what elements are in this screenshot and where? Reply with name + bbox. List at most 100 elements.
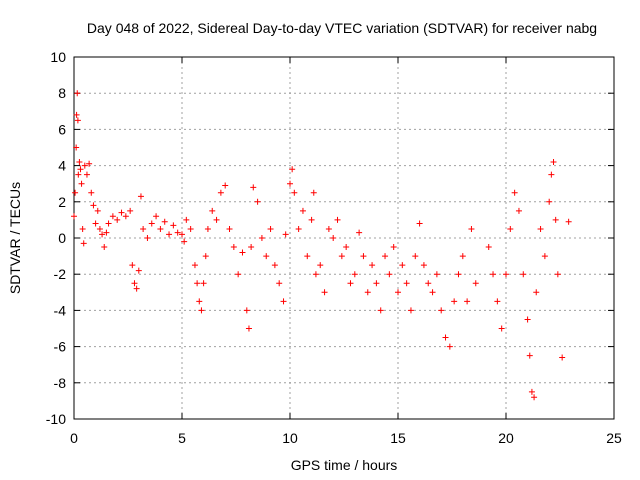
data-point (412, 253, 419, 260)
data-point (369, 262, 376, 269)
data-point (446, 343, 453, 350)
data-point (88, 189, 95, 196)
y-tick-label: -2 (54, 266, 67, 282)
data-point (321, 289, 328, 296)
data-point (140, 225, 147, 232)
data-point (245, 325, 252, 332)
data-point (347, 280, 354, 287)
data-point (373, 280, 380, 287)
x-tick-label: 0 (70, 430, 78, 446)
data-point (276, 280, 283, 287)
y-tick-label: 10 (50, 49, 66, 65)
data-point (78, 180, 85, 187)
data-point (317, 262, 324, 269)
data-point (490, 271, 497, 278)
data-point (550, 158, 557, 165)
data-point (433, 271, 440, 278)
data-point (200, 280, 207, 287)
data-point (280, 298, 287, 305)
data-point (179, 231, 185, 238)
data-point (161, 218, 168, 225)
data-point (425, 280, 432, 287)
data-point (90, 202, 97, 209)
data-point (74, 90, 81, 97)
data-point (325, 225, 332, 232)
data-point (511, 189, 518, 196)
data-point (213, 216, 220, 223)
data-point (507, 225, 514, 232)
data-point (498, 325, 505, 332)
x-tick-label: 10 (282, 430, 298, 446)
data-point (420, 262, 427, 269)
data-point (127, 207, 134, 214)
y-tick-label: -8 (54, 375, 67, 391)
data-point (191, 262, 198, 269)
data-point (524, 316, 531, 323)
data-point (546, 198, 553, 205)
data-point (81, 162, 88, 169)
data-point (92, 220, 99, 227)
data-point (73, 144, 80, 151)
y-tick-label: -6 (54, 339, 67, 355)
y-tick-label: 8 (58, 85, 66, 101)
data-point (455, 271, 462, 278)
data-point (198, 307, 205, 314)
y-tick-label: 2 (58, 194, 66, 210)
data-point (554, 271, 561, 278)
y-tick-label: -4 (54, 302, 67, 318)
data-point (170, 222, 177, 229)
data-point (386, 271, 393, 278)
data-point (295, 225, 302, 232)
data-point (144, 235, 151, 241)
data-point (526, 352, 533, 359)
data-point (101, 244, 108, 251)
data-point (181, 238, 188, 245)
data-point (308, 216, 315, 223)
x-tick-label: 25 (606, 430, 622, 446)
data-point (289, 166, 296, 173)
data-point (114, 216, 121, 223)
data-point (258, 235, 265, 241)
data-point (103, 229, 110, 236)
data-point (135, 267, 142, 274)
data-point (222, 182, 229, 189)
data-point (243, 307, 250, 314)
data-point (157, 225, 164, 232)
data-point (304, 253, 311, 260)
data-point (73, 111, 80, 118)
x-tick-label: 20 (498, 430, 514, 446)
data-point (312, 271, 319, 278)
data-point (109, 213, 116, 220)
data-point (343, 244, 350, 251)
data-point (230, 244, 237, 251)
grid (74, 57, 614, 419)
data-point (79, 225, 86, 232)
data-point (131, 280, 138, 287)
x-axis-label: GPS time / hours (291, 457, 398, 473)
data-point (472, 280, 479, 287)
data-point (105, 220, 112, 227)
data-point (287, 180, 293, 187)
data-point (395, 289, 401, 296)
data-point (451, 298, 458, 305)
data-point (86, 160, 93, 167)
data-point (153, 213, 160, 220)
data-point (282, 231, 289, 238)
data-point (174, 229, 181, 236)
data-point (356, 229, 363, 236)
data-point (338, 253, 345, 260)
data-point (83, 171, 90, 178)
data-point (459, 253, 466, 260)
data-point (133, 285, 140, 292)
data-point (485, 244, 492, 251)
y-tick-label: -10 (46, 411, 66, 427)
data-point (254, 198, 261, 205)
data-point (494, 298, 501, 305)
data-point (377, 307, 384, 314)
data-point (559, 354, 566, 361)
data-point (75, 171, 82, 178)
data-point (299, 207, 306, 214)
data-point (541, 253, 548, 260)
data-point (503, 271, 509, 278)
